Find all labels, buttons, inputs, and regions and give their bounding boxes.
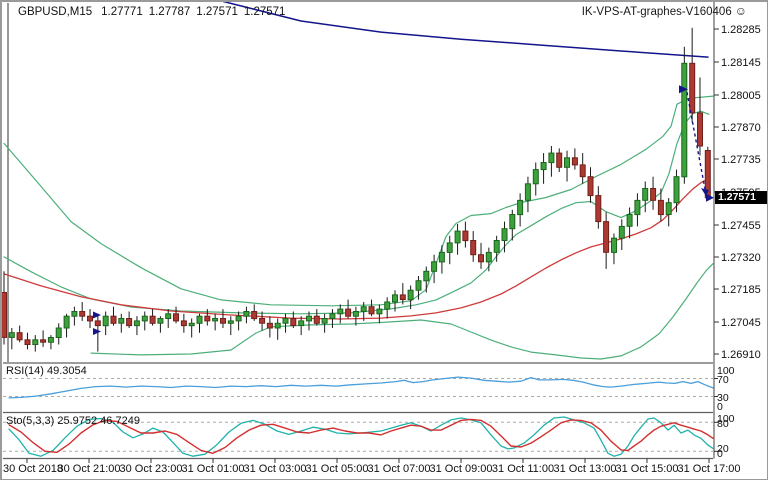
trade-end-arrow-icon [701, 188, 709, 197]
indicator-scale-label: 0 [717, 448, 723, 460]
indicator-level-lines [3, 378, 713, 452]
watermark-label: IK-VPS-AT-graphes-V160406 ☺ [582, 4, 747, 18]
time-label: 31 Oct 07:00 [368, 463, 431, 475]
indicator-scale-label: 70 [717, 374, 729, 386]
indicator-scale-label: 20 [717, 443, 729, 455]
trendline-object[interactable] [220, 1, 709, 58]
smiley-icon: ☺ [734, 4, 747, 18]
indicator-scale-label: 30 [717, 392, 729, 404]
signal-arrows[interactable] [93, 85, 714, 336]
time-label: 30 Oct 2018 [3, 463, 63, 475]
time-label: 31 Oct 03:00 [244, 463, 307, 475]
time-label: 31 Oct 11:00 [492, 463, 554, 475]
indicator-scale-label: 100 [717, 365, 735, 377]
indicator-scale-label: 80 [717, 418, 729, 430]
price-label: 1.28285 [721, 24, 761, 36]
time-label: 30 Oct 23:00 [120, 463, 183, 475]
time-label: 30 Oct 21:00 [58, 463, 121, 475]
price-label: 1.27320 [721, 252, 761, 264]
high-value: 1.27787 [148, 6, 191, 18]
price-label: 1.26910 [721, 349, 761, 361]
watermark-text: IK-VPS-AT-graphes-V160406 [581, 6, 732, 18]
chart-plot-area[interactable] [2, 2, 714, 362]
symbol-timeframe-label: GBPUSD,M15 [18, 6, 93, 18]
open-value: 1.27771 [101, 6, 143, 18]
time-label: 31 Oct 01:00 [182, 463, 245, 475]
stochastic-indicator-label: Sto(5,3,3) 25.9752 46.7249 [6, 415, 140, 427]
ohlc-header: GBPUSD,M15 1.27771 1.27787 1.27571 1.27571 [18, 6, 291, 18]
rsi-indicator-label: RSI(14) 49.3054 [6, 365, 87, 377]
candles-layer[interactable] [1, 27, 711, 352]
blue-arrow-icon [93, 311, 101, 319]
indicator-scale-label: 100 [717, 413, 735, 425]
time-label: 31 Oct 05:00 [306, 463, 369, 475]
price-label: 1.27870 [721, 122, 761, 134]
price-tag-arrow-icon [706, 193, 714, 202]
price-label: 1.28145 [721, 57, 761, 69]
price-label: 1.28005 [721, 90, 761, 102]
indicator-scale-label: 0 [717, 401, 723, 413]
price-label: 1.27045 [721, 317, 761, 329]
trade-start-arrow-icon [679, 85, 688, 94]
price-label: 1.27735 [721, 154, 761, 166]
time-label: 31 Oct 13:00 [554, 463, 617, 475]
time-label: 31 Oct 09:00 [430, 463, 493, 475]
price-axis[interactable]: 1.28285 1.28145 1.28005 1.27870 1.27735 1.275… [714, 1, 768, 459]
low-value: 1.27571 [196, 6, 238, 18]
band-overlays[interactable] [3, 95, 714, 360]
current-price-tag: 1.27571 [715, 191, 767, 204]
price-label: 1.27455 [721, 220, 761, 232]
time-label: 31 Oct 15:00 [616, 463, 679, 475]
price-label: 1.27185 [721, 284, 761, 296]
stochastic-lines [8, 416, 714, 457]
time-label: 31 Oct 17:00 [678, 463, 741, 475]
blue-arrow-icon [93, 328, 101, 336]
rsi-line [8, 376, 714, 399]
close-value: 1.27571 [243, 6, 286, 18]
